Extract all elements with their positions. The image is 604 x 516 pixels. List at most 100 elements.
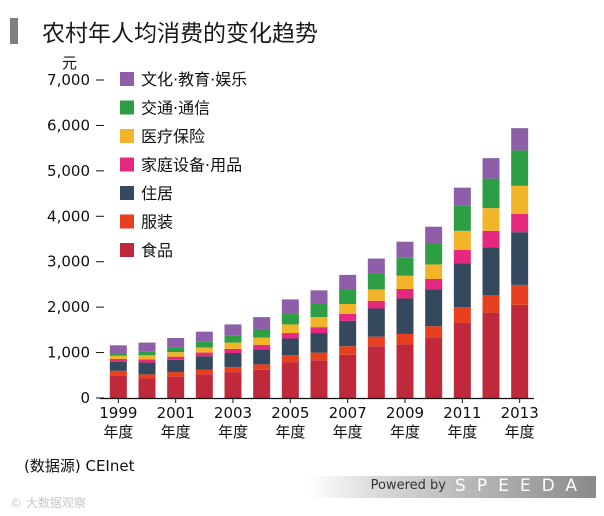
bar-segment — [396, 298, 414, 334]
bar-segment — [396, 241, 414, 258]
x-tick-label-suffix: 年度 — [505, 423, 535, 441]
bar-segment — [367, 346, 385, 398]
bar-segment — [310, 327, 328, 334]
bar-segment — [253, 344, 271, 350]
bar-segment — [367, 258, 385, 274]
bar-segment — [482, 247, 500, 296]
y-tick-label: 1,000 — [47, 344, 90, 362]
bar-segment — [425, 278, 443, 290]
footer-brand-logo: SPEEDA — [455, 476, 588, 496]
bar-segment — [339, 320, 357, 347]
bar-segment — [195, 347, 213, 353]
y-tick-label: 7,000 — [47, 71, 90, 89]
x-tick-label: 2007 — [329, 404, 367, 422]
bar-segment — [339, 346, 357, 355]
legend-label: 食品 — [141, 241, 173, 260]
data-source: (数据源) CEInet — [24, 457, 135, 475]
bar-segment — [367, 300, 385, 309]
bar-segment — [138, 342, 156, 352]
bar-segment — [281, 355, 299, 363]
legend-swatch — [120, 72, 134, 86]
x-tick-label-suffix: 年度 — [218, 423, 248, 441]
bar-segment — [482, 312, 500, 398]
x-tick-label-suffix: 年度 — [447, 423, 477, 441]
bar-segment — [453, 205, 471, 231]
bar-segment — [167, 347, 185, 353]
y-tick-label: 5,000 — [47, 162, 90, 180]
bar-segment — [253, 369, 271, 398]
bar-segment — [310, 333, 328, 353]
bar-segment — [253, 364, 271, 370]
y-tick-label: 3,000 — [47, 253, 90, 271]
x-tick-label-suffix: 年度 — [161, 423, 191, 441]
bar-segment — [511, 304, 529, 398]
bar-segment — [367, 289, 385, 301]
y-axis-unit: 元 — [62, 54, 77, 72]
bar-segment — [109, 375, 127, 398]
legend-swatch — [120, 129, 134, 143]
bar-segment — [195, 341, 213, 348]
bar-segment — [224, 335, 242, 343]
bar-segment — [511, 150, 529, 186]
x-tick-label: 2005 — [271, 404, 309, 422]
bar-segment — [109, 355, 127, 359]
bar-segment — [224, 342, 242, 349]
bar-segment — [339, 288, 357, 304]
legend-label: 医疗保险 — [141, 127, 205, 146]
bar-segment — [425, 264, 443, 279]
bar-segment — [195, 356, 213, 370]
bar-segment — [511, 214, 529, 233]
bar-segment — [425, 289, 443, 327]
bar-segment — [109, 353, 127, 356]
bar-segment — [482, 208, 500, 231]
y-tick-label: 4,000 — [47, 207, 90, 225]
bar-segment — [425, 326, 443, 339]
bar-segment — [195, 331, 213, 342]
legend-swatch — [120, 214, 134, 229]
x-tick-label: 2013 — [501, 404, 539, 422]
footer-powered-by: Powered by — [370, 478, 446, 493]
bar-segment — [253, 349, 271, 365]
bar-segment — [425, 226, 443, 244]
bar-segment — [281, 313, 299, 325]
legend-swatch — [120, 243, 134, 257]
bar-segment — [310, 317, 328, 328]
legend-label: 服装 — [141, 213, 173, 232]
y-tick-label: 0 — [80, 389, 90, 407]
bar-segment — [425, 338, 443, 398]
bar-segment — [167, 356, 185, 360]
page-title: 农村年人均消费的变化趋势 — [42, 21, 318, 47]
title-accent-bar — [10, 18, 18, 44]
bar-segment — [281, 324, 299, 334]
bar-segment — [511, 284, 529, 305]
bar-segment — [396, 344, 414, 398]
bar-segment — [453, 230, 471, 250]
bar-segment — [425, 243, 443, 265]
y-tick-label: 2,000 — [47, 298, 90, 316]
bar-segment — [167, 372, 185, 377]
bar-segment — [367, 336, 385, 347]
bar-segment — [253, 337, 271, 345]
bar-segment — [310, 352, 328, 361]
legend-swatch — [120, 100, 134, 115]
legend-label: 家庭设备·用品 — [141, 156, 242, 175]
bar-segment — [281, 333, 299, 339]
legend-label: 住居 — [141, 184, 173, 203]
bar-segment — [224, 353, 242, 368]
bar-segment — [396, 333, 414, 345]
bar-segment — [281, 299, 299, 314]
bar-segment — [138, 351, 156, 356]
x-tick-label: 2009 — [386, 404, 424, 422]
bar-segment — [167, 376, 185, 398]
bar-segment — [109, 345, 127, 354]
bar-segment — [310, 360, 328, 398]
bar-segment — [109, 361, 127, 371]
bar-segment — [453, 249, 471, 264]
bar-segment — [138, 374, 156, 379]
bar-segment — [224, 324, 242, 336]
legend-swatch — [120, 157, 134, 172]
bar-segment — [396, 288, 414, 299]
bar-segment — [453, 322, 471, 398]
bar-segment — [138, 355, 156, 360]
bar-segment — [281, 362, 299, 398]
